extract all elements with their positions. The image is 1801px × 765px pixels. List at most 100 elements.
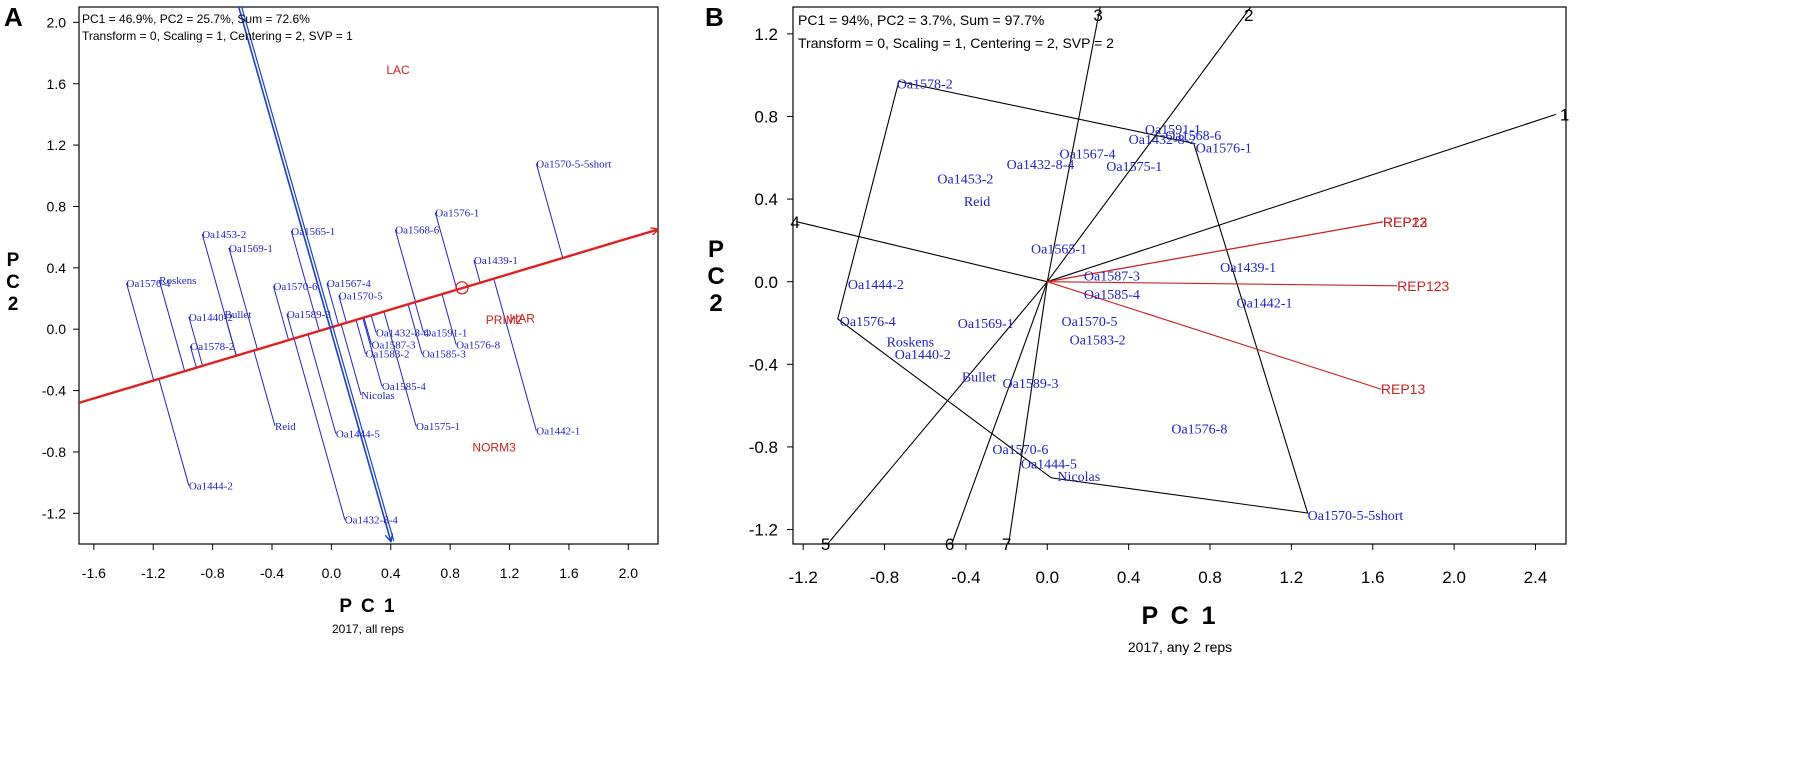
panel-a-y-tick-label: 0.4 <box>47 260 67 276</box>
panel-a-projection-line <box>286 313 295 339</box>
panel-b-genotype-label: Oa1440-2 <box>895 348 951 363</box>
panel-b-environment-vector <box>1047 281 1398 287</box>
panel-b-biplot: B Oa1578-2Oa1591-1Oa1432-8-2Oa1568-6Oa15… <box>705 2 1569 655</box>
panel-a-genotype-label: Oa1585-3 <box>422 349 466 361</box>
panel-b-genotype-label: Oa1439-1 <box>1220 261 1276 276</box>
panel-a-genotype-label: Oa1439-1 <box>474 255 518 267</box>
panel-a-projection-line <box>273 286 290 341</box>
panel-a-y-tick-label: 2.0 <box>47 14 67 30</box>
panel-b-convex-hull <box>837 80 1309 514</box>
panel-b-x-tick-label: -0.4 <box>951 568 980 587</box>
panel-a-y-tick-label: -0.8 <box>42 444 66 460</box>
panel-a-note-2: Transform = 0, Scaling = 1, Centering = … <box>82 29 353 43</box>
panel-b-genotype-label: Oa1569-1 <box>958 317 1014 332</box>
panel-a-genotype-label: Oa1568-6 <box>395 224 439 236</box>
panel-a-genotype-label: Nicolas <box>361 390 395 402</box>
panel-a-genotype-label: Oa1570-5-5short <box>536 158 611 170</box>
panel-b-environment-label: REP23 <box>1383 214 1428 230</box>
panel-b-genotype-label: Reid <box>964 195 990 210</box>
panel-b-y-axis-label: P C 2 <box>707 236 724 317</box>
svg-text:P: P <box>708 236 724 263</box>
panel-a-frame <box>78 6 659 545</box>
panel-b-genotype-label: Oa1576-1 <box>1196 141 1252 156</box>
panel-a-letter: A <box>4 2 23 32</box>
panel-a-y-tick-label: -1.2 <box>42 505 66 521</box>
panel-b-ray-number: 4 <box>790 213 799 232</box>
panel-a-genotype-label: Oa1444-2 <box>189 481 233 493</box>
panel-b-genotype-label: Oa1575-1 <box>1106 160 1162 175</box>
panel-a-projection-line <box>383 311 417 426</box>
panel-a-average-environment-axis <box>79 229 658 404</box>
panel-a-y-tick-label: 0.0 <box>47 321 67 337</box>
panel-b-sector-ray <box>827 281 1048 544</box>
panel-a-genotype-label: Bullet <box>224 309 251 321</box>
panel-a-caption: 2017, all reps <box>332 622 404 636</box>
panel-b-ray-number: 5 <box>821 535 830 554</box>
panel-a-projection-line <box>158 378 190 486</box>
panel-a-x-tick-label: 1.2 <box>500 565 520 581</box>
panel-b-x-tick-label: 0.0 <box>1035 568 1059 587</box>
panel-b-genotype-label: Oa1453-2 <box>937 172 993 187</box>
panel-a-genotype-label: Oa1444-5 <box>336 429 380 441</box>
panel-a-projection-line <box>326 283 340 326</box>
panel-a-genotype-label: Oa1570-5 <box>339 290 383 302</box>
panel-a-projection-line <box>441 294 457 345</box>
panel-b-y-tick-label: 0.0 <box>754 273 778 292</box>
panel-a-projection-line <box>293 338 346 520</box>
panel-b-sector-rays <box>796 7 1557 544</box>
panel-b-y-tick-label: 0.4 <box>754 190 778 209</box>
panel-a-y-tick-label: 0.8 <box>47 198 67 214</box>
panel-a-x-tick-label: 0.4 <box>381 565 401 581</box>
panel-a-genotype-label: Oa1575-1 <box>416 421 460 433</box>
panel-a-environment-label: NORM3 <box>472 440 516 454</box>
panel-b-genotype-label: Oa1567-4 <box>1059 148 1115 163</box>
panel-a-projection-line <box>228 247 258 350</box>
panel-b-x-tick-label: 1.6 <box>1361 568 1385 587</box>
panel-a-projection-line <box>363 317 372 345</box>
panel-b-genotype-label: Oa1444-2 <box>848 278 904 293</box>
panel-a-x-tick-label: 0.8 <box>440 565 460 581</box>
panel-a-projection-line <box>338 295 347 323</box>
panel-a-projection-line <box>434 212 458 290</box>
panel-b-genotype-label: Oa1442-1 <box>1236 296 1292 311</box>
panel-a-biplot: A Oa1570-5-5short Oa1576-1 Oa1568-6 Oa1439-… <box>4 2 659 636</box>
panel-b-genotype-label: Oa1444-5 <box>1021 457 1077 472</box>
panel-b-genotype-label: Oa1589-3 <box>1003 377 1059 392</box>
panel-b-genotype-label: Nicolas <box>1057 470 1100 485</box>
panel-a-x-tick-label: -0.8 <box>201 565 225 581</box>
panel-a-projection-line <box>355 319 367 354</box>
panel-b-genotype-label: Oa1570-5 <box>1062 315 1118 330</box>
panel-b-x-tick-label: -0.8 <box>870 568 899 587</box>
panel-b-genotype-label: Oa1583-2 <box>1070 334 1126 349</box>
panel-b-plot-area: Oa1578-2Oa1591-1Oa1432-8-2Oa1568-6Oa1576… <box>790 6 1569 554</box>
svg-text:2: 2 <box>8 294 19 315</box>
panel-a-x-tick-label: 2.0 <box>619 565 639 581</box>
panel-a-environment-label: HAR <box>510 311 536 325</box>
panel-a-genotype-labels: Oa1570-5-5short Oa1576-1 Oa1568-6 Oa1439-1 O… <box>127 158 612 526</box>
panel-a-projection-line <box>414 302 424 333</box>
panel-b-ray-numbers: 1 2 3 4 5 6 7 <box>790 6 1569 554</box>
panel-a-genotype-label: Oa1589-3 <box>287 309 331 321</box>
panel-a-genotype-label: Oa1442-1 <box>536 425 580 437</box>
panel-b-environment-vector <box>1047 221 1384 283</box>
panel-b-y-tick-label: -0.8 <box>749 438 778 457</box>
panel-b-y-tick-label: 0.8 <box>754 108 778 127</box>
panel-a-y-tick-label: 1.2 <box>47 137 67 153</box>
panel-a-x-tick-label: -1.2 <box>141 565 165 581</box>
panel-a-projection-line <box>224 313 237 356</box>
panel-b-ray-number: 2 <box>1244 6 1253 25</box>
panel-a-genotype-label: Oa1587-3 <box>371 340 415 352</box>
panel-b-environment-label: REP123 <box>1397 278 1449 294</box>
panel-a-aec-axes <box>79 7 658 541</box>
panel-b-sector-ray <box>1046 7 1101 282</box>
panel-b-sector-ray <box>1008 281 1048 544</box>
panel-b-caption: 2017, any 2 reps <box>1128 639 1232 655</box>
panel-a-projection-line <box>473 260 481 283</box>
panel-a-genotype-label: Reid <box>275 421 296 433</box>
panel-b-frame <box>792 6 1567 545</box>
panel-b-genotype-label: Oa1576-8 <box>1171 422 1227 437</box>
panel-b-genotype-label: Oa1432-8-4 <box>1007 158 1075 173</box>
panel-a-genotype-label: Oa1576-4 <box>127 278 171 290</box>
panel-a-projection-line <box>188 316 204 366</box>
